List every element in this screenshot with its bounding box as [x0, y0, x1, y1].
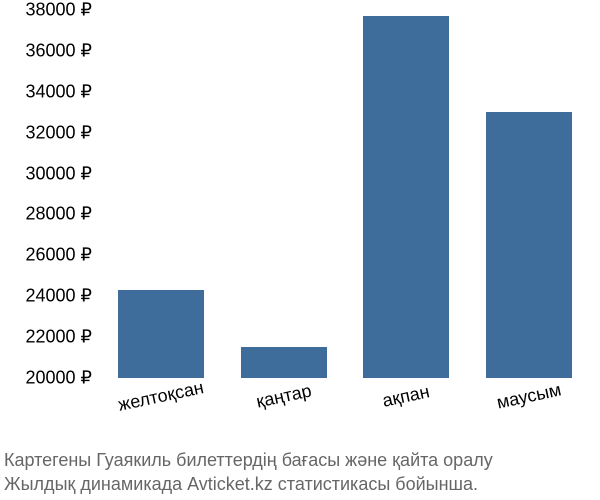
bar — [118, 290, 204, 378]
y-tick-label: 20000 ₽ — [25, 368, 92, 389]
y-tick-label: 36000 ₽ — [25, 40, 92, 61]
y-tick-label: 30000 ₽ — [25, 163, 92, 184]
x-tick-label: желтоқсан — [117, 377, 206, 416]
y-tick-label: 22000 ₽ — [25, 327, 92, 348]
x-tick-label: ақпан — [381, 381, 432, 411]
plot-area: 20000 ₽22000 ₽24000 ₽26000 ₽28000 ₽30000… — [100, 10, 590, 378]
chart-caption: Картегены Гуаякиль билеттердің бағасы жә… — [0, 448, 600, 497]
bar — [241, 347, 327, 378]
caption-line: Жылдық динамикада Avticket.kz статистика… — [4, 472, 592, 496]
chart-container: 20000 ₽ 22000 ₽ 24000 ₽ 26000 ₽ 28000 ₽ 30000… — [0, 0, 600, 500]
caption-line: Картегены Гуаякиль билеттердің бағасы жә… — [4, 448, 592, 472]
bar — [486, 112, 572, 378]
x-tick-label: қаңтар — [254, 380, 313, 412]
y-tick-label: 24000 ₽ — [25, 286, 92, 307]
y-tick-label: 34000 ₽ — [25, 81, 92, 102]
y-tick-label: 38000 ₽ — [25, 0, 92, 21]
y-tick-label: 26000 ₽ — [25, 245, 92, 266]
y-tick-label: 28000 ₽ — [25, 204, 92, 225]
y-tick-label: 32000 ₽ — [25, 122, 92, 143]
x-tick-label: маусым — [495, 379, 563, 413]
bar — [363, 16, 449, 378]
